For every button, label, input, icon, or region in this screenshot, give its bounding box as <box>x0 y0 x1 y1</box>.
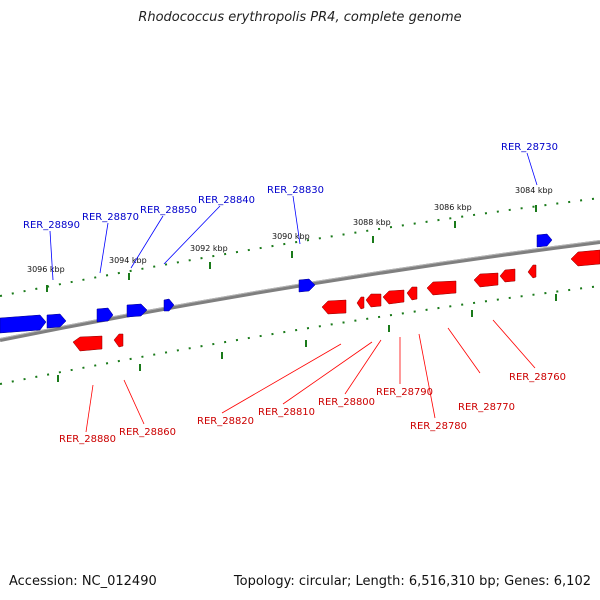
forward-gene-label[interactable]: RER_28840 <box>198 195 255 206</box>
accession-text: Accession: NC_012490 <box>9 574 157 589</box>
upper-ruler-major-ticks <box>46 205 537 292</box>
reverse-gene-arrow[interactable] <box>473 272 499 288</box>
tick-label: 3090 kbp <box>272 232 310 241</box>
tick-label: 3092 kbp <box>190 244 228 253</box>
reverse-genes <box>72 249 600 352</box>
reverse-gene-arrow[interactable] <box>113 333 124 348</box>
reverse-gene-arrow[interactable] <box>321 299 347 315</box>
reverse-gene-label[interactable]: RER_28790 <box>376 387 433 398</box>
lower-ruler <box>0 285 600 385</box>
tick-label: 3086 kbp <box>434 203 472 212</box>
reverse-gene-label[interactable]: RER_28810 <box>258 407 315 418</box>
reverse-callout-lines <box>85 319 536 433</box>
reverse-gene-label[interactable]: RER_28860 <box>119 427 176 438</box>
forward-genes <box>0 233 553 334</box>
forward-gene-arrow[interactable] <box>126 303 148 318</box>
reverse-gene-arrow[interactable] <box>406 286 418 301</box>
reverse-gene-label[interactable]: RER_28880 <box>59 434 116 445</box>
forward-gene-label[interactable]: RER_28830 <box>267 185 324 196</box>
reverse-gene-label[interactable]: RER_28820 <box>197 416 254 427</box>
tick-label: 3084 kbp <box>515 186 553 195</box>
tick-label: 3088 kbp <box>353 218 391 227</box>
reverse-gene-arrow[interactable] <box>356 296 365 310</box>
upper-ruler <box>0 197 600 297</box>
genome-summary-text: Topology: circular; Length: 6,516,310 bp… <box>233 574 591 589</box>
forward-gene-label[interactable]: RER_28730 <box>501 142 558 153</box>
forward-callout-lines <box>49 152 538 281</box>
reverse-gene-arrow[interactable] <box>382 289 405 305</box>
forward-gene-arrow[interactable] <box>163 298 175 312</box>
forward-gene-arrow[interactable] <box>298 278 316 293</box>
reverse-gene-label[interactable]: RER_28800 <box>318 397 375 408</box>
reverse-gene-label[interactable]: RER_28770 <box>458 402 515 413</box>
reverse-gene-arrow[interactable] <box>570 249 600 267</box>
map-title: Rhodococcus erythropolis PR4, complete g… <box>138 10 462 25</box>
reverse-gene-arrow[interactable] <box>72 335 103 352</box>
forward-gene-label[interactable]: RER_28870 <box>82 212 139 223</box>
forward-gene-arrow[interactable] <box>0 314 47 334</box>
forward-gene-arrow[interactable] <box>46 313 67 329</box>
tick-label: 3094 kbp <box>109 256 147 265</box>
forward-gene-arrow[interactable] <box>536 233 553 248</box>
lower-ruler-major-ticks <box>57 294 557 382</box>
reverse-gene-arrow[interactable] <box>365 293 382 308</box>
reverse-gene-arrow[interactable] <box>527 264 537 279</box>
forward-gene-label[interactable]: RER_28850 <box>140 205 197 216</box>
reverse-gene-label[interactable]: RER_28780 <box>410 421 467 432</box>
reverse-gene-arrow[interactable] <box>426 280 457 296</box>
forward-gene-arrow[interactable] <box>96 307 114 323</box>
reverse-gene-label[interactable]: RER_28760 <box>509 372 566 383</box>
reverse-gene-arrow[interactable] <box>499 268 516 283</box>
tick-label: 3096 kbp <box>27 265 65 274</box>
forward-gene-label[interactable]: RER_28890 <box>23 220 80 231</box>
